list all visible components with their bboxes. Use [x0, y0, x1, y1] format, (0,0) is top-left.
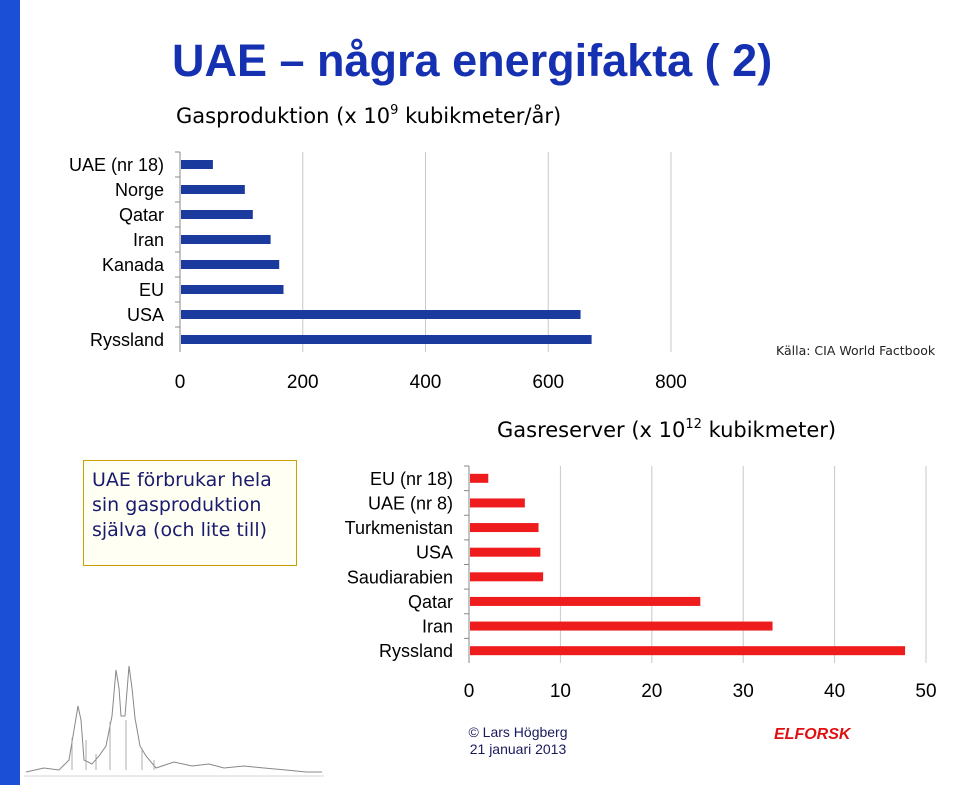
reserves-bar: [470, 572, 544, 582]
reserves-title-main: Gasreserver (x 10: [497, 418, 686, 442]
copyright-text: © Lars Högberg: [468, 724, 568, 740]
production-category-label: Kanada: [102, 255, 165, 275]
reserves-bar: [470, 547, 541, 557]
reserves-tick-label: 10: [550, 681, 571, 702]
production-category-label: Ryssland: [90, 330, 164, 350]
reserves-tick-label: 50: [915, 681, 936, 702]
production-category-label: Norge: [115, 180, 164, 200]
reserves-bar: [470, 596, 701, 606]
production-bar: [181, 310, 581, 319]
production-category-label: Qatar: [119, 205, 164, 225]
reserves-category-label: Qatar: [408, 592, 453, 612]
reserves-category-label: UAE (nr 8): [368, 493, 453, 513]
reserves-title-exponent: 12: [685, 417, 702, 432]
production-category-label: USA: [127, 305, 164, 325]
reserves-category-label: Iran: [422, 617, 453, 637]
reserves-bar: [470, 621, 773, 631]
reserves-bar: [470, 646, 906, 656]
reserves-category-label: Ryssland: [379, 641, 453, 661]
production-bar: [181, 335, 592, 344]
production-tick-label: 600: [532, 372, 564, 393]
footer-date: 21 januari 2013: [469, 741, 567, 757]
reserves-tick-label: 0: [464, 681, 475, 702]
production-bar: [181, 260, 280, 269]
reserves-tick-label: 30: [733, 681, 754, 702]
production-bar: [181, 160, 213, 169]
left-accent-bar: [0, 0, 20, 785]
production-title-rest: kubikmeter/år): [398, 104, 562, 128]
production-title-main: Gasproduktion (x 10: [176, 104, 391, 128]
reserves-tick-label: 20: [641, 681, 662, 702]
production-category-label: UAE (nr 18): [69, 155, 164, 175]
reserves-bar: [470, 498, 525, 508]
production-chart-title: Gasproduktion (x 109 kubikmeter/år): [176, 103, 562, 128]
reserves-bar: [470, 473, 489, 483]
production-bar: [181, 285, 284, 294]
reserves-category-label: USA: [416, 543, 453, 563]
reserves-category-label: Saudiarabien: [347, 567, 453, 587]
production-tick-label: 400: [410, 372, 442, 393]
production-bar: [181, 185, 245, 194]
production-tick-label: 200: [287, 372, 319, 393]
reserves-category-label: EU (nr 18): [370, 469, 453, 489]
brand-logo-text: ELFORSK: [774, 726, 851, 743]
reserves-category-label: Turkmenistan: [345, 518, 453, 538]
reserves-tick-label: 40: [824, 681, 845, 702]
consumption-note: UAE förbrukar hela sin gasproduktion sjä…: [83, 460, 297, 566]
reserves-chart-title: Gasreserver (x 1012 kubikmeter): [497, 417, 837, 442]
production-title-exponent: 9: [390, 103, 399, 118]
cathedral-sketch-logo: [24, 665, 324, 777]
reserves-bar: [470, 523, 539, 533]
page-title: UAE – några energifakta ( 2): [172, 35, 773, 86]
production-category-label: Iran: [133, 230, 164, 250]
footer-copyright-block: © Lars Högberg 21 januari 2013: [463, 724, 573, 758]
production-tick-label: 800: [655, 372, 687, 393]
production-bar: [181, 210, 253, 219]
production-tick-label: 0: [175, 372, 186, 393]
production-bar: [181, 235, 271, 244]
reserves-title-rest: kubikmeter): [701, 418, 837, 442]
production-category-label: EU: [139, 280, 164, 300]
source-label: Källa: CIA World Factbook: [776, 343, 936, 358]
